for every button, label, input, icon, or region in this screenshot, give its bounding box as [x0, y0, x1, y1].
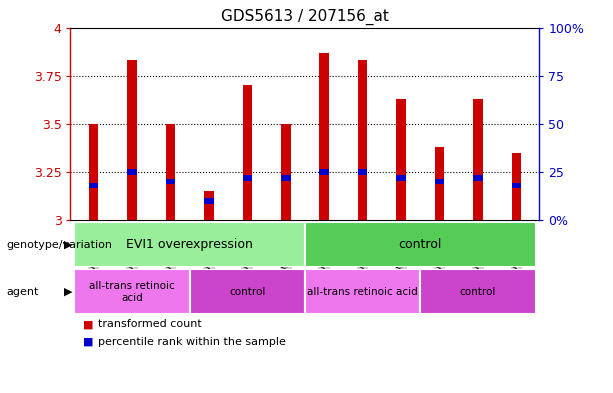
- Title: GDS5613 / 207156_at: GDS5613 / 207156_at: [221, 9, 389, 25]
- Bar: [204, 198, 214, 204]
- Bar: [281, 124, 291, 220]
- Bar: [189, 269, 305, 314]
- Text: GSM1633343: GSM1633343: [320, 223, 329, 283]
- Bar: [473, 99, 483, 220]
- Bar: [166, 124, 175, 220]
- Bar: [89, 182, 98, 188]
- Bar: [473, 175, 483, 181]
- Bar: [166, 179, 175, 184]
- Bar: [74, 222, 305, 267]
- Bar: [281, 175, 291, 181]
- Text: percentile rank within the sample: percentile rank within the sample: [98, 337, 286, 347]
- Text: GSM1633346: GSM1633346: [243, 223, 252, 283]
- Bar: [358, 60, 367, 220]
- Text: GSM1633352: GSM1633352: [166, 223, 175, 283]
- Text: GSM1633344: GSM1633344: [89, 223, 98, 283]
- Text: ▶: ▶: [64, 287, 73, 297]
- Bar: [319, 169, 329, 175]
- Text: control: control: [229, 287, 265, 297]
- Bar: [305, 222, 536, 267]
- Text: GSM1633351: GSM1633351: [397, 223, 406, 284]
- Bar: [319, 53, 329, 220]
- Text: control: control: [398, 238, 442, 251]
- Bar: [358, 169, 367, 175]
- Text: GSM1633347: GSM1633347: [358, 223, 367, 283]
- Bar: [396, 175, 406, 181]
- Bar: [127, 169, 137, 175]
- Text: agent: agent: [6, 287, 39, 297]
- Text: ■: ■: [83, 319, 93, 329]
- Text: all-trans retinoic
acid: all-trans retinoic acid: [89, 281, 175, 303]
- Text: ▶: ▶: [64, 240, 73, 250]
- Bar: [74, 269, 189, 314]
- Text: GSM1633345: GSM1633345: [473, 223, 482, 283]
- Bar: [89, 124, 98, 220]
- Text: GSM1633341: GSM1633341: [435, 223, 444, 283]
- Text: GSM1633342: GSM1633342: [204, 223, 213, 283]
- Bar: [127, 60, 137, 220]
- Bar: [305, 269, 421, 314]
- Bar: [512, 182, 521, 188]
- Bar: [435, 147, 444, 220]
- Bar: [421, 269, 536, 314]
- Text: all-trans retinoic acid: all-trans retinoic acid: [307, 287, 418, 297]
- Text: GSM1633349: GSM1633349: [512, 223, 521, 283]
- Bar: [396, 99, 406, 220]
- Bar: [243, 175, 252, 181]
- Text: transformed count: transformed count: [98, 319, 202, 329]
- Text: genotype/variation: genotype/variation: [6, 240, 112, 250]
- Text: control: control: [460, 287, 496, 297]
- Bar: [204, 191, 214, 220]
- Text: GSM1633350: GSM1633350: [281, 223, 290, 284]
- Text: ■: ■: [83, 337, 93, 347]
- Text: GSM1633348: GSM1633348: [128, 223, 137, 283]
- Bar: [243, 85, 252, 220]
- Bar: [512, 152, 521, 220]
- Bar: [435, 179, 444, 184]
- Text: EVI1 overexpression: EVI1 overexpression: [126, 238, 253, 251]
